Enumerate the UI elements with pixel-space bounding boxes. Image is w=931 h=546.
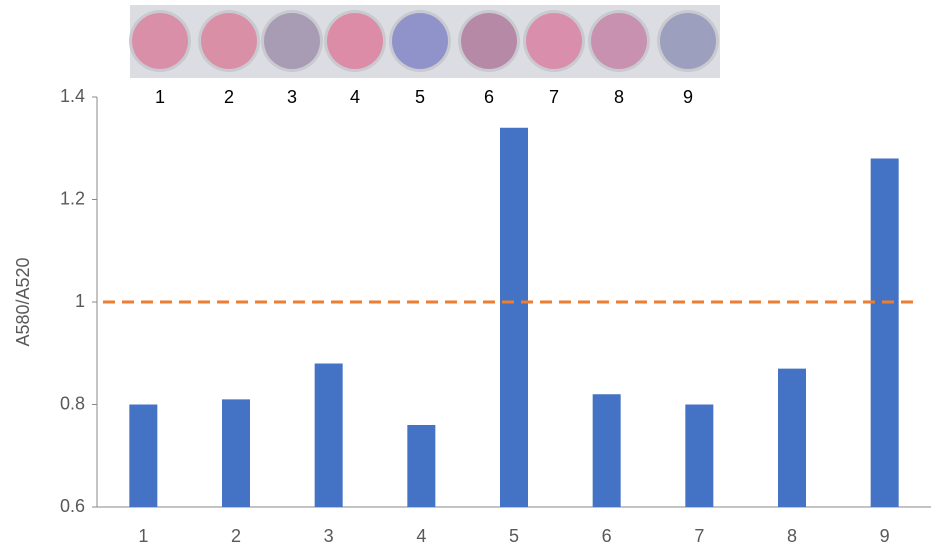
well-label: 2 [224,87,234,107]
bar [315,364,343,508]
y-tick-label: 1 [75,291,85,311]
well [327,13,383,69]
well [461,13,517,69]
bar [685,405,713,508]
y-tick-label: 0.8 [60,393,85,413]
bar [500,128,528,507]
x-tick-label: 3 [324,526,334,546]
y-axis-label: A580/A520 [13,257,33,346]
well-label: 9 [683,87,693,107]
well [660,13,716,69]
x-tick-label: 9 [880,526,890,546]
bar [407,425,435,507]
bar [129,405,157,508]
x-tick-label: 7 [694,526,704,546]
well [591,13,647,69]
x-tick-label: 4 [416,526,426,546]
well [201,13,257,69]
y-tick-label: 1.2 [60,188,85,208]
chart: A580/A520 1 2 3 4 5 6 7 8 9 0.6 0.8 1 1.2 1.4 1 2 3 4 5 6 7 8… [0,0,931,546]
well-label: 8 [614,87,624,107]
bar [222,399,250,507]
x-tick-label: 8 [787,526,797,546]
well-label: 6 [484,87,494,107]
well [526,13,582,69]
y-tick-label: 1.4 [60,86,85,106]
bar [778,369,806,507]
well-label: 5 [415,87,425,107]
well [264,13,320,69]
well-label: 7 [549,87,559,107]
x-tick-label: 2 [231,526,241,546]
well-label: 3 [287,87,297,107]
bar [871,159,899,508]
x-tick-label: 6 [602,526,612,546]
well [132,13,188,69]
well-label: 1 [155,87,165,107]
well-label: 4 [350,87,360,107]
well [392,13,448,69]
x-tick-label: 5 [509,526,519,546]
x-tick-label: 1 [138,526,148,546]
y-tick-label: 0.6 [60,496,85,516]
bar [593,394,621,507]
